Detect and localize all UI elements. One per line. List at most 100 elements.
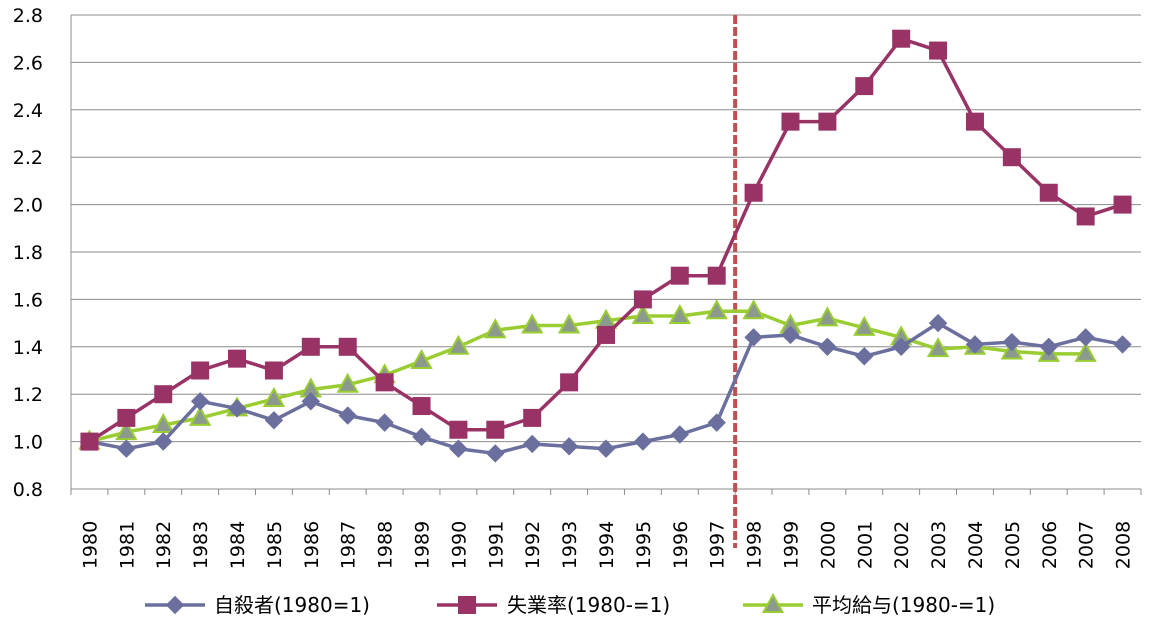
- y-tick-label: 2.0: [13, 195, 43, 217]
- data-point: [855, 347, 874, 366]
- legend-item: 平均給与(1980-=1): [743, 592, 995, 617]
- data-point: [375, 373, 394, 392]
- x-tick-label: 1992: [522, 521, 544, 569]
- data-point: [191, 361, 210, 380]
- series-line: [89, 309, 1086, 444]
- legend-label: 自殺者(1980=1): [214, 593, 370, 617]
- series-diamond: [80, 313, 1132, 463]
- data-point: [262, 386, 286, 407]
- x-tick-label: 1987: [338, 521, 360, 569]
- data-point: [816, 306, 839, 327]
- data-point: [705, 299, 728, 320]
- data-point: [1076, 328, 1095, 347]
- data-point: [152, 412, 175, 434]
- data-point: [188, 405, 212, 426]
- x-tick-label: 1997: [707, 521, 729, 569]
- y-tick-label: 1.8: [13, 242, 43, 264]
- legend: 自殺者(1980=1) 失業率(1980-=1) 平均給与(1980-=1): [145, 592, 995, 617]
- legend-swatch-marker: [165, 595, 185, 615]
- x-tick-label: 2004: [965, 521, 987, 569]
- data-point: [486, 444, 505, 463]
- data-point: [336, 372, 359, 393]
- data-point: [523, 408, 542, 427]
- legend-swatch-marker: [458, 596, 476, 614]
- legend-swatch-marker: [761, 592, 785, 613]
- data-point: [486, 420, 505, 439]
- y-tick-label: 1.6: [13, 289, 43, 311]
- x-tick-label: 1981: [116, 521, 138, 569]
- data-point: [80, 432, 99, 451]
- data-point: [1076, 207, 1095, 226]
- gridlines: [71, 14, 1141, 443]
- x-tick-label: 2008: [1113, 521, 1135, 569]
- data-point: [668, 303, 691, 324]
- data-point: [818, 337, 837, 357]
- data-point: [412, 397, 431, 416]
- data-point: [929, 41, 948, 60]
- data-point: [633, 432, 653, 451]
- x-tick-label: 1996: [670, 521, 692, 569]
- y-tick-label: 2.6: [13, 52, 43, 74]
- data-point: [1039, 183, 1058, 202]
- legend-label: 失業率(1980-=1): [507, 593, 670, 617]
- x-tick-label: 1991: [485, 521, 507, 569]
- x-tick-label: 2005: [1002, 521, 1024, 569]
- x-tick-label: 2002: [891, 521, 913, 569]
- data-point: [926, 337, 950, 358]
- y-tick-label: 2.2: [13, 147, 43, 169]
- data-point: [1113, 335, 1132, 354]
- data-point: [449, 420, 468, 439]
- axes: 0.8 1.0 1.2 1.4 1.6 1.8 2.0 2.2 2.4 2.6 2.8 1980 198…: [13, 5, 1142, 569]
- data-point: [633, 290, 652, 309]
- data-point: [892, 29, 911, 48]
- data-point: [597, 325, 615, 344]
- x-tick-label: 1983: [190, 521, 212, 569]
- x-tick-label: 1999: [780, 521, 802, 569]
- data-point: [742, 299, 765, 320]
- data-point: [117, 439, 136, 458]
- data-point: [707, 266, 726, 285]
- x-tick-label: 1989: [412, 521, 434, 569]
- data-point: [1113, 195, 1132, 214]
- data-point: [190, 392, 210, 411]
- data-point: [228, 349, 247, 368]
- x-tick-label: 1990: [448, 521, 470, 569]
- y-tick-label: 1.0: [13, 432, 43, 454]
- data-point: [338, 406, 357, 425]
- x-tick-label: 1986: [301, 521, 323, 569]
- x-tick-label: 2003: [928, 521, 950, 569]
- x-tick-label: 1988: [375, 521, 397, 569]
- data-point: [631, 303, 655, 324]
- x-tick-label: 1982: [153, 521, 175, 569]
- data-point: [264, 411, 284, 430]
- data-point: [522, 434, 542, 454]
- data-point: [965, 112, 984, 131]
- data-point: [891, 337, 911, 357]
- series-line: [88, 36, 1124, 444]
- data-point: [781, 325, 800, 345]
- data-point: [301, 392, 321, 411]
- y-tick-label: 1.4: [13, 337, 43, 359]
- x-tick-label: 1995: [633, 521, 655, 569]
- y-tick-label: 0.8: [13, 479, 43, 501]
- data-point: [1039, 337, 1058, 357]
- data-point: [559, 437, 579, 456]
- data-point: [338, 337, 357, 356]
- data-point: [744, 328, 763, 347]
- data-point: [449, 439, 468, 458]
- data-point: [855, 77, 874, 96]
- data-point: [744, 183, 763, 202]
- data-point: [557, 313, 581, 334]
- data-point: [707, 413, 726, 432]
- data-point: [670, 425, 690, 444]
- x-tick-label: 1993: [559, 521, 581, 569]
- data-point: [484, 318, 507, 339]
- data-point: [447, 334, 470, 355]
- data-point: [596, 439, 616, 458]
- series-square: [80, 29, 1132, 451]
- y-tick-label: 2.8: [13, 5, 43, 27]
- y-tick-label: 1.2: [13, 384, 43, 406]
- data-point: [781, 112, 800, 131]
